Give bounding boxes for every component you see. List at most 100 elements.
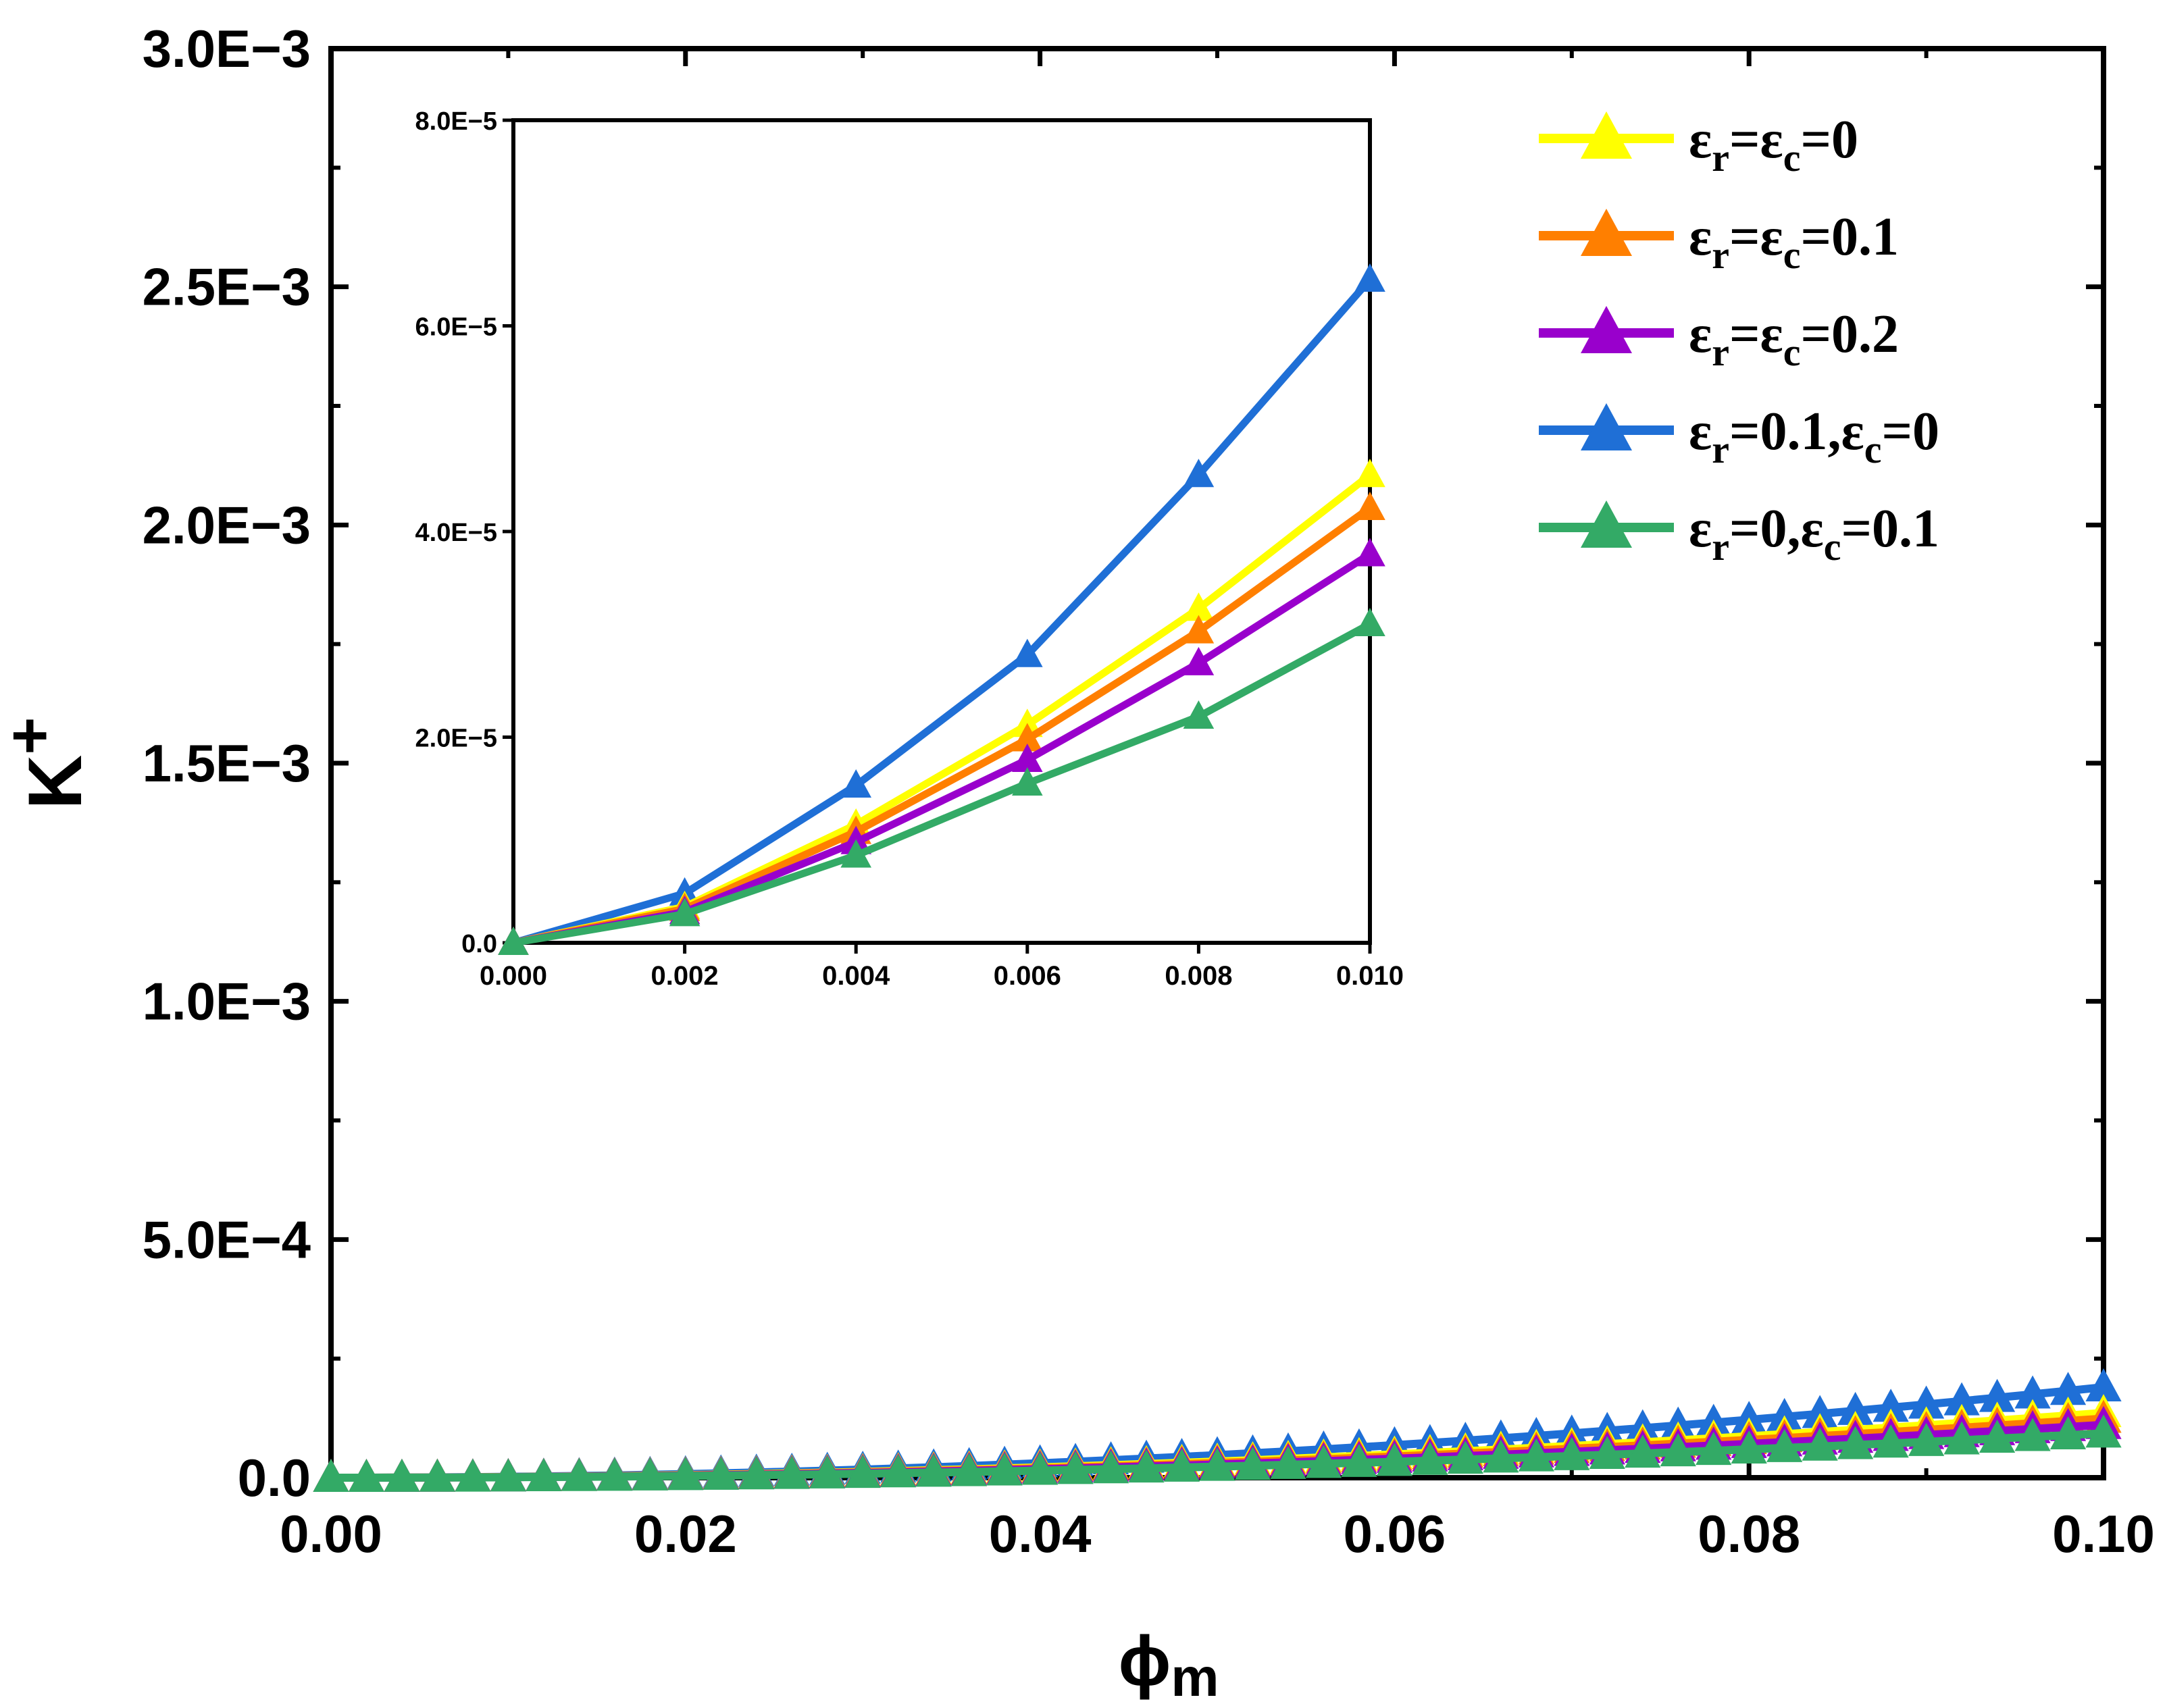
inset-series-group: [498, 263, 1385, 955]
series-point: [1802, 1427, 1838, 1461]
series-point: [667, 1457, 704, 1491]
series-point: [1128, 1449, 1165, 1483]
y-axis-title-symbol: K: [13, 755, 97, 810]
series-point: [809, 1455, 846, 1489]
series-point: [915, 1453, 952, 1487]
series-point: [596, 1457, 633, 1491]
inset-y-tick-label: 0.0: [461, 930, 497, 958]
series-point: [1447, 1441, 1483, 1474]
inset-y-axis-ticks: 0.0 2.0E−5 4.0E−5 6.0E−5 8.0E−5: [415, 107, 513, 958]
y-tick-label: 3.0E−3: [143, 19, 311, 78]
series-point: [1908, 1422, 1945, 1456]
series-point: [1766, 1428, 1803, 1462]
inset-series-line: [512, 277, 1373, 947]
inset-series-point: [1354, 263, 1385, 292]
series-point: [1837, 1391, 1874, 1425]
series-point: [1802, 1395, 1838, 1428]
main-series-group: [313, 1368, 2122, 1492]
series-point: [986, 1452, 1023, 1486]
legend-label: εr=εc=0.2: [1689, 305, 1899, 374]
series-point: [1625, 1434, 1661, 1468]
legend-entry: εr=εc=0.1: [1539, 207, 1899, 277]
inset-series-point: [1012, 708, 1043, 737]
legend-label: εr=0.1,εc=0: [1689, 402, 1939, 471]
y-axis-title: K+: [0, 717, 97, 810]
series-point: [1412, 1441, 1448, 1475]
inset-series-point: [1354, 459, 1385, 488]
inset-y-tick-label: 4.0E−5: [415, 519, 498, 547]
x-tick-label: 0.08: [1698, 1504, 1800, 1563]
x-axis-title-subscript: m: [1171, 1647, 1219, 1707]
inset-series-point: [1183, 459, 1215, 488]
series-point: [1022, 1451, 1059, 1485]
main-y-axis-ticks: 0.0 5.0E−4 1.0E−3 1.5E−3 2.0E−3 2.5E−3 3.0E−3: [143, 19, 2104, 1507]
series-point: [844, 1455, 881, 1489]
legend-entry: εr=εc=0.2: [1539, 305, 1899, 374]
inset-series-point: [498, 927, 529, 955]
series-point: [384, 1458, 420, 1492]
legend-label: εr=εc=0.1: [1689, 207, 1899, 277]
series-point: [1518, 1438, 1554, 1472]
series-point: [703, 1456, 739, 1490]
legend-label: εr=εc=0: [1689, 110, 1858, 180]
series-point: [1979, 1378, 2016, 1412]
series-point: [1837, 1426, 1874, 1459]
series-point: [1766, 1397, 1803, 1431]
legend-marker: [1581, 111, 1632, 159]
legend-marker: [1581, 209, 1632, 256]
legend-marker: [1581, 403, 1632, 450]
series-point: [1660, 1433, 1696, 1467]
series-point: [455, 1458, 491, 1492]
legend-label: εr=0,εc=0.1: [1689, 499, 1939, 569]
series-point: [1908, 1385, 1945, 1419]
y-tick-label: 1.0E−3: [143, 972, 311, 1031]
y-tick-label: 0.0: [238, 1448, 311, 1507]
y-tick-label: 2.0E−3: [143, 495, 311, 554]
series-point: [1057, 1451, 1094, 1484]
inset-x-tick-label: 0.010: [1336, 961, 1404, 991]
series-point: [2014, 1375, 2051, 1409]
inset-series-point: [1354, 491, 1385, 520]
series-point: [1589, 1435, 1625, 1469]
series-4: [313, 1414, 2122, 1492]
series-point: [632, 1457, 668, 1491]
y-tick-label: 1.5E−3: [143, 733, 311, 793]
series-point: [526, 1458, 562, 1492]
legend-entry: εr=0.1,εc=0: [1539, 402, 1939, 471]
x-tick-label: 0.10: [2052, 1504, 2155, 1563]
inset-series-point: [840, 839, 871, 868]
inset-x-tick-label: 0.002: [651, 961, 719, 991]
series-point: [1873, 1389, 1909, 1422]
x-tick-label: 0.06: [1343, 1504, 1446, 1563]
inset-series-point: [1012, 638, 1043, 667]
series-point: [2014, 1418, 2051, 1451]
inset-series-point: [669, 898, 701, 927]
series-point: [1305, 1445, 1342, 1478]
legend-entry: εr=0,εc=0.1: [1539, 499, 1939, 569]
inset-background: [513, 120, 1370, 943]
inset-x-tick-label: 0.000: [480, 961, 547, 991]
series-point: [1483, 1439, 1519, 1473]
series-point: [1943, 1382, 1980, 1416]
legend-marker: [1581, 500, 1632, 548]
legend-marker: [1581, 306, 1632, 353]
series-point: [1234, 1447, 1271, 1480]
x-tick-label: 0.00: [280, 1504, 382, 1563]
inset-y-tick-label: 6.0E−5: [415, 313, 498, 342]
series-point: [773, 1455, 810, 1489]
inset-series-point: [1183, 646, 1215, 675]
series-point: [1199, 1447, 1236, 1481]
inset-y-tick-label: 8.0E−5: [415, 107, 498, 136]
series-point: [880, 1454, 917, 1488]
series-point: [490, 1458, 526, 1492]
inset-x-tick-label: 0.008: [1165, 961, 1232, 991]
x-axis-title-symbol: ϕ: [1118, 1622, 1171, 1701]
x-axis-title: ϕm: [1118, 1622, 1219, 1707]
y-axis-title-superscript: +: [0, 717, 66, 755]
inset-y-tick-label: 2.0E−5: [415, 725, 498, 753]
inset-series-4: [498, 608, 1385, 955]
inset-x-tick-label: 0.004: [822, 961, 890, 991]
series-point: [1270, 1445, 1306, 1479]
series-point: [1696, 1432, 1732, 1466]
